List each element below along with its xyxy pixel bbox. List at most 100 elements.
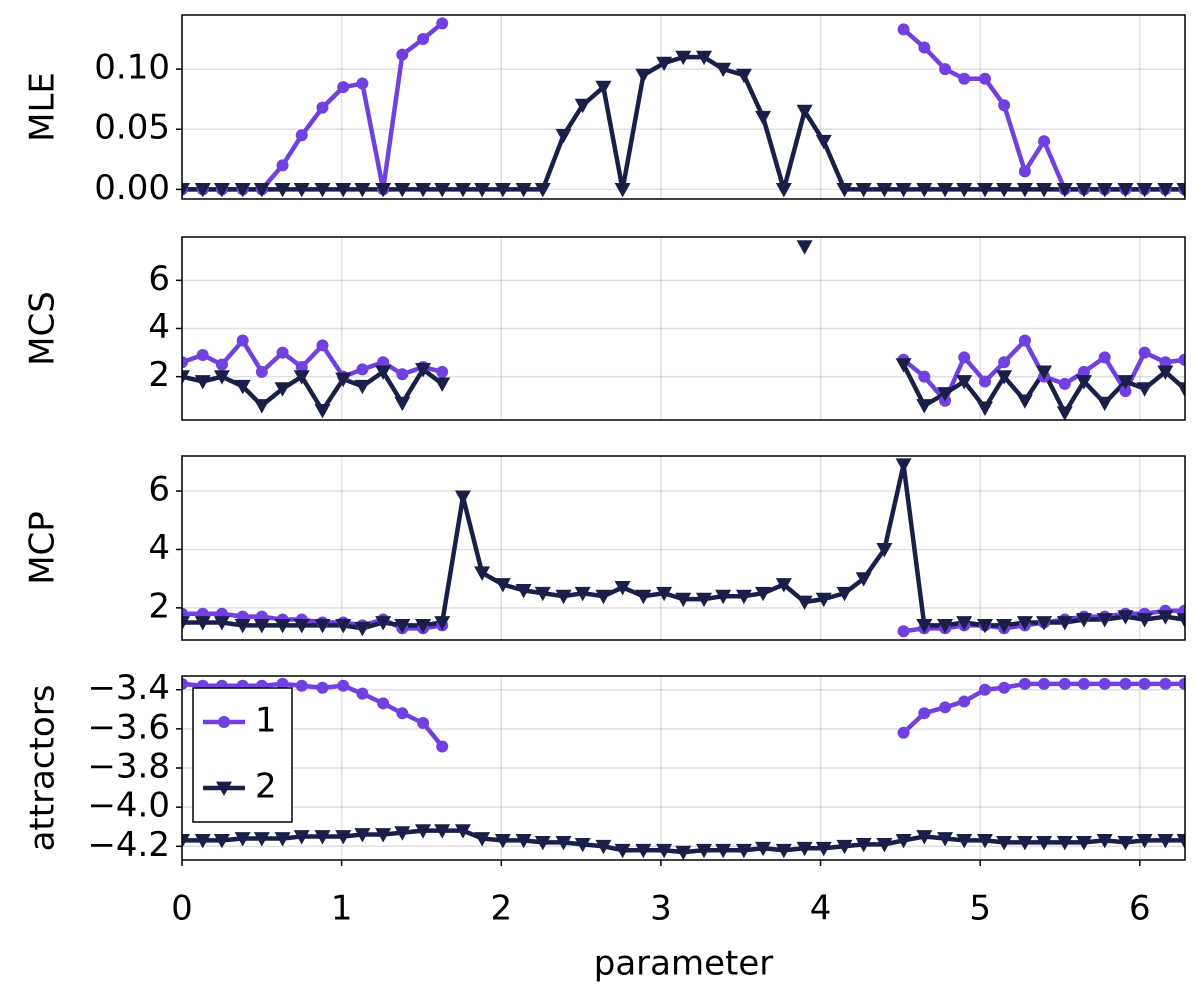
marker: [354, 621, 371, 637]
marker: [515, 583, 532, 599]
plot-area: [182, 17, 1185, 198]
marker: [939, 63, 952, 76]
marker: [494, 578, 511, 593]
marker: [335, 618, 352, 634]
marker: [956, 834, 973, 849]
x-tick-label: 0: [171, 889, 193, 929]
marker: [274, 182, 291, 198]
marker: [1098, 677, 1111, 690]
marker: [937, 182, 954, 198]
marker: [316, 681, 329, 694]
y-axis-label: MLE: [23, 72, 63, 142]
x-axis-label: parameter: [594, 944, 774, 984]
marker: [194, 834, 211, 849]
marker: [916, 399, 933, 414]
marker: [375, 616, 392, 631]
marker: [855, 572, 872, 587]
marker: [234, 182, 251, 198]
marker: [1157, 610, 1174, 625]
marker: [696, 843, 713, 859]
marker: [1117, 610, 1134, 625]
marker: [956, 616, 973, 631]
marker: [253, 832, 270, 847]
marker: [1117, 835, 1134, 851]
marker: [182, 616, 190, 631]
marker: [1058, 377, 1071, 390]
marker: [1136, 834, 1153, 849]
marker: [956, 182, 973, 198]
marker: [895, 458, 912, 473]
marker: [474, 566, 491, 581]
marker: [494, 834, 511, 849]
marker: [1036, 616, 1053, 631]
marker: [1018, 677, 1031, 690]
marker: [675, 845, 692, 860]
marker: [916, 830, 933, 845]
marker: [236, 334, 249, 347]
marker: [916, 182, 933, 198]
marker: [916, 618, 933, 634]
marker: [415, 618, 432, 634]
marker: [1056, 835, 1073, 851]
marker: [1036, 835, 1053, 851]
marker: [213, 182, 230, 198]
marker: [937, 618, 954, 634]
y-tick-label: 2: [148, 586, 170, 626]
marker: [1096, 613, 1113, 628]
marker: [1016, 616, 1033, 631]
marker: [836, 182, 853, 198]
marker: [394, 182, 411, 198]
marker: [614, 581, 631, 596]
marker: [274, 618, 291, 634]
marker: [1016, 182, 1033, 198]
legend-box: [192, 687, 293, 823]
marker: [918, 41, 931, 54]
marker: [356, 77, 369, 90]
marker: [696, 592, 713, 608]
y-tick-label: −3.8: [87, 747, 170, 787]
marker: [595, 839, 612, 855]
marker: [895, 182, 912, 198]
marker: [715, 62, 732, 78]
marker: [276, 677, 289, 690]
y-tick-label: 0.10: [94, 48, 170, 88]
marker: [1058, 677, 1071, 690]
marker: [213, 370, 230, 385]
marker: [876, 837, 893, 853]
marker: [1157, 834, 1174, 849]
plot-area: [182, 240, 1185, 420]
marker: [595, 80, 612, 96]
y-tick-label: 6: [148, 470, 170, 510]
marker: [939, 701, 952, 714]
marker: [1176, 182, 1185, 198]
marker: [335, 182, 352, 198]
marker: [515, 182, 532, 198]
marker: [394, 618, 411, 634]
marker: [377, 697, 390, 710]
marker: [1138, 346, 1151, 359]
marker: [396, 368, 409, 381]
marker: [1157, 365, 1174, 380]
marker: [1098, 351, 1111, 364]
marker: [656, 586, 673, 602]
marker: [696, 50, 713, 66]
marker: [996, 370, 1013, 385]
legend-label: 1: [255, 701, 277, 741]
marker: [595, 589, 612, 605]
marker: [815, 592, 832, 608]
marker: [253, 618, 270, 634]
marker: [1138, 677, 1151, 690]
marker: [1096, 834, 1113, 849]
marker: [1016, 835, 1033, 851]
marker: [1178, 353, 1185, 366]
marker: [293, 830, 310, 845]
marker: [234, 832, 251, 847]
marker: [635, 843, 652, 859]
series-line: [182, 681, 1185, 748]
marker: [417, 716, 430, 729]
marker: [775, 578, 792, 593]
marker: [1038, 135, 1051, 148]
marker: [836, 839, 853, 855]
